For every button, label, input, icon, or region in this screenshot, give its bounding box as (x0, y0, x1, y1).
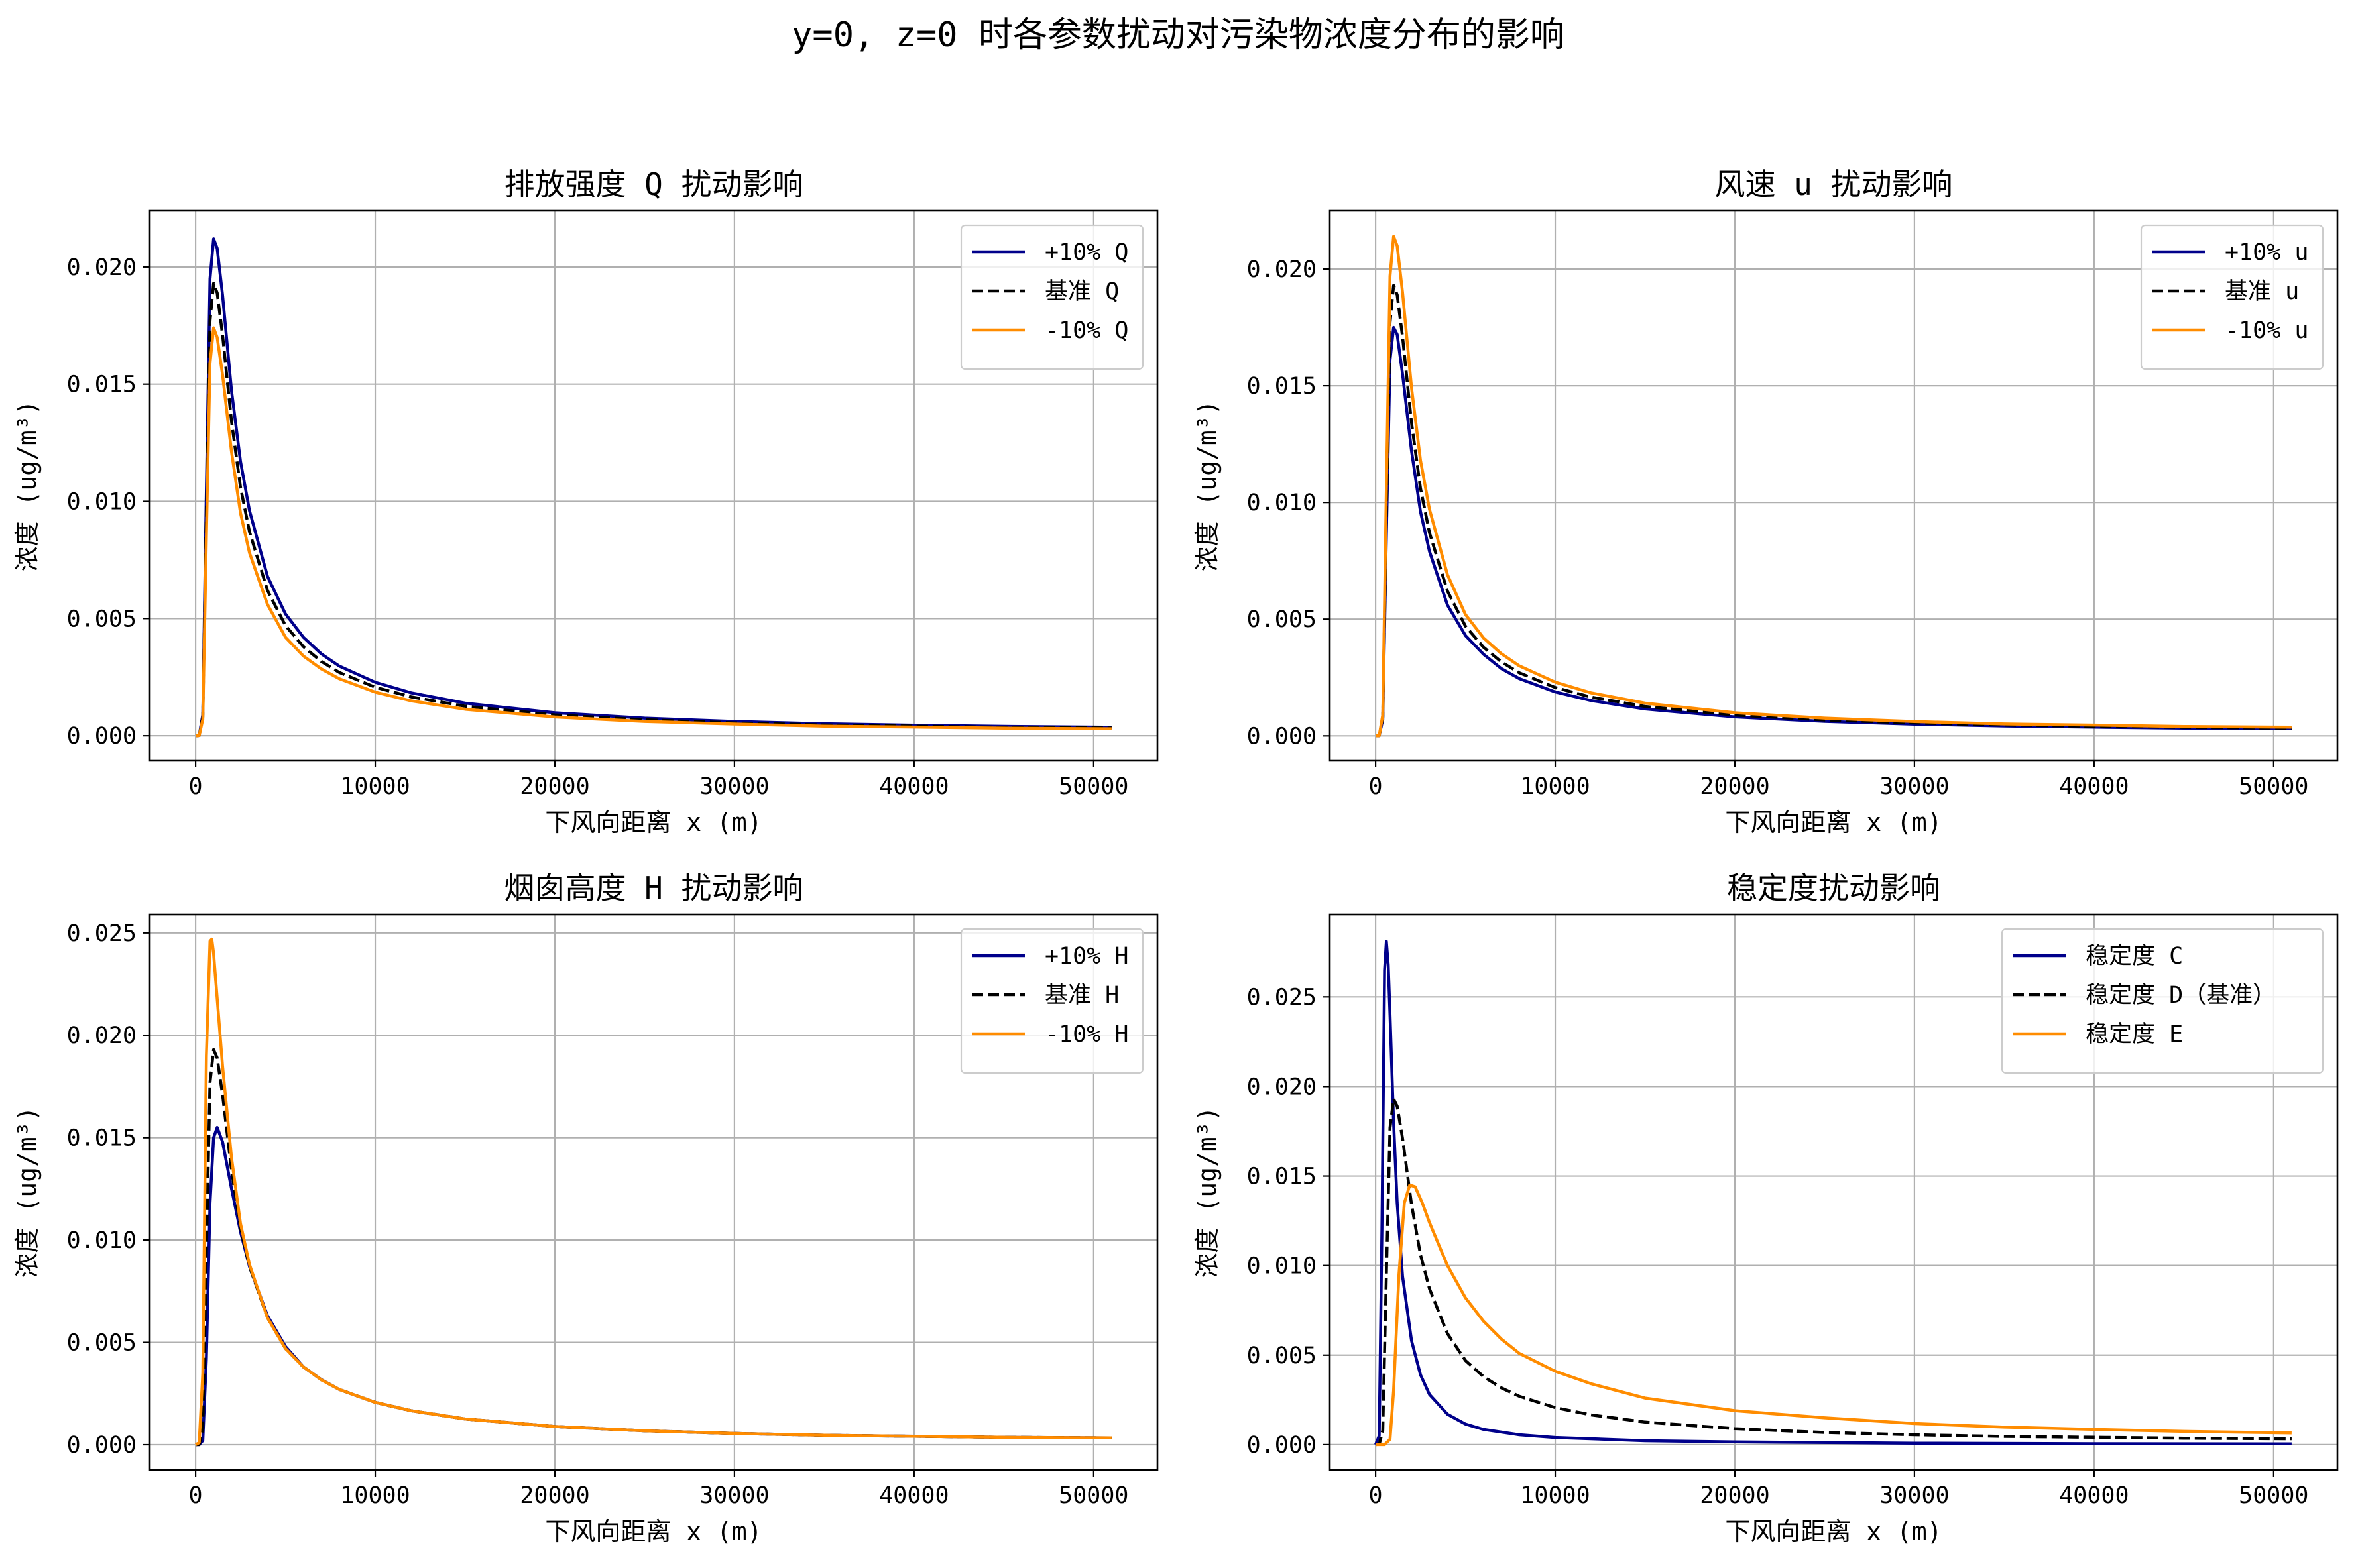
y-tick-label: 0.025 (1247, 984, 1317, 1011)
y-tick-label: 0.020 (1247, 1074, 1317, 1100)
legend-box (2140, 224, 2324, 370)
series-line-2 (1375, 235, 2292, 738)
y-tick-label: 0.015 (67, 372, 137, 398)
y-axis-label: 浓度 (ug/m³) (13, 400, 42, 571)
y-axis-label: 浓度 (ug/m³) (1193, 400, 1222, 571)
y-tick-label: 0.010 (1247, 1253, 1317, 1280)
y-axis-label: 浓度 (ug/m³) (13, 1106, 42, 1278)
legend-label: -10% u (2225, 317, 2308, 344)
series-line-0 (1374, 940, 2292, 1446)
x-tick-label: 10000 (340, 773, 410, 800)
y-tick-label: 0.010 (1247, 490, 1317, 516)
legend-label: 基准 u (2225, 278, 2299, 305)
x-tick-label: 20000 (520, 1483, 589, 1509)
series-line-2 (194, 937, 1112, 1446)
legend-label: 基准 H (1045, 982, 1119, 1009)
y-tick-label: 0.005 (67, 606, 137, 632)
panel-stability: 0 10000 20000 30000 40000 50000 0.000 0.005 0.01… (1193, 870, 2339, 1546)
legend: +10% H 基准 H -10% H (960, 928, 1144, 1074)
panel-title: 排放强度 Q 扰动影响 (504, 166, 803, 202)
y-tick-label: 0.000 (1247, 723, 1317, 750)
x-axis-label: 下风向距离 x (m) (545, 808, 762, 837)
y-tick-label: 0.005 (1247, 1343, 1317, 1369)
x-axis-label: 下风向距离 x (m) (1725, 1517, 1942, 1546)
x-tick-label: 0 (1369, 1483, 1383, 1509)
y-tick-label: 0.020 (67, 254, 137, 281)
series-line-2 (195, 326, 1112, 738)
series-line-1 (1375, 1097, 2292, 1447)
axes-frame (148, 209, 1159, 762)
figure-suptitle: y=0, z=0 时各参数扰动对污染物浓度分布的影响 (792, 15, 1564, 55)
x-tick-label: 20000 (1700, 773, 1769, 800)
y-tick-label: 0.015 (67, 1125, 137, 1152)
y-tick-label: 0.015 (1247, 1164, 1317, 1190)
x-tick-label: 10000 (340, 1483, 410, 1509)
legend-label: +10% H (1045, 943, 1128, 970)
legend-label: 稳定度 E (2086, 1021, 2183, 1048)
axes-frame (1328, 913, 2339, 1471)
y-tick-label: 0.025 (67, 921, 137, 947)
legend: +10% u 基准 u -10% u (2140, 224, 2324, 370)
y-axis-label: 浓度 (ug/m³) (1193, 1106, 1222, 1278)
legend-label: -10% Q (1045, 317, 1128, 344)
x-tick-label: 0 (1369, 773, 1383, 800)
x-tick-label: 30000 (1879, 1483, 1949, 1509)
panel-title: 稳定度扰动影响 (1727, 870, 1940, 906)
x-tick-label: 50000 (2239, 1483, 2308, 1509)
x-tick-label: 50000 (1059, 773, 1128, 800)
x-tick-label: 40000 (2059, 1483, 2129, 1509)
x-tick-label: 20000 (1700, 1483, 1769, 1509)
y-tick-label: 0.005 (67, 1330, 137, 1357)
panel-title: 风速 u 扰动影响 (1714, 166, 1952, 202)
x-tick-label: 0 (189, 773, 203, 800)
y-tick-label: 0.010 (67, 489, 137, 516)
x-axis-label: 下风向距离 x (m) (1725, 808, 1942, 837)
x-tick-label: 50000 (2239, 773, 2308, 800)
y-tick-label: 0.000 (1247, 1432, 1317, 1459)
x-tick-label: 30000 (699, 1483, 769, 1509)
axes-frame (148, 913, 1159, 1471)
y-tick-label: 0.020 (1247, 256, 1317, 283)
panel-title: 烟囱高度 H 扰动影响 (504, 870, 803, 906)
legend-label: 稳定度 C (2086, 943, 2183, 970)
legend-label: +10% Q (1045, 239, 1128, 266)
x-axis-label: 下风向距离 x (m) (545, 1517, 762, 1546)
x-tick-label: 50000 (1059, 1483, 1128, 1509)
series-line-0 (1375, 325, 2292, 738)
x-tick-label: 10000 (1520, 1483, 1590, 1509)
x-tick-label: 40000 (879, 773, 949, 800)
x-tick-label: 30000 (699, 773, 769, 800)
legend-label: 基准 Q (1045, 278, 1119, 305)
panel-u: 0 10000 20000 30000 40000 50000 0.000 0.005 0.01… (1193, 166, 2339, 837)
y-tick-label: 0.005 (1247, 606, 1317, 633)
legend-box (2001, 928, 2324, 1074)
y-tick-label: 0.000 (67, 723, 137, 750)
y-tick-label: 0.020 (67, 1023, 137, 1049)
y-tick-label: 0.000 (67, 1432, 137, 1459)
legend: +10% Q 基准 Q -10% Q (960, 224, 1144, 370)
panel-h: 0 10000 20000 30000 40000 50000 0.000 0.005 0.01… (13, 870, 1159, 1546)
legend-label: 稳定度 D（基准） (2086, 982, 2276, 1009)
legend-box (960, 224, 1144, 370)
y-tick-label: 0.015 (1247, 373, 1317, 400)
x-tick-label: 40000 (2059, 773, 2129, 800)
x-tick-label: 20000 (520, 773, 589, 800)
legend: 稳定度 C 稳定度 D（基准） 稳定度 E (2001, 928, 2324, 1074)
series-line-2 (1376, 1183, 2292, 1447)
legend-label: -10% H (1045, 1021, 1128, 1048)
x-tick-label: 40000 (879, 1483, 949, 1509)
x-tick-label: 30000 (1879, 773, 1949, 800)
legend-label: +10% u (2225, 239, 2308, 266)
panel-q: 0 10000 20000 30000 40000 50000 0.000 0.005 0.01… (13, 166, 1159, 837)
x-tick-label: 10000 (1520, 773, 1590, 800)
legend-box (960, 928, 1144, 1074)
y-tick-label: 0.010 (67, 1227, 137, 1254)
x-tick-label: 0 (189, 1483, 203, 1509)
axes-frame (1328, 209, 2339, 762)
series-line-0 (196, 1125, 1112, 1447)
